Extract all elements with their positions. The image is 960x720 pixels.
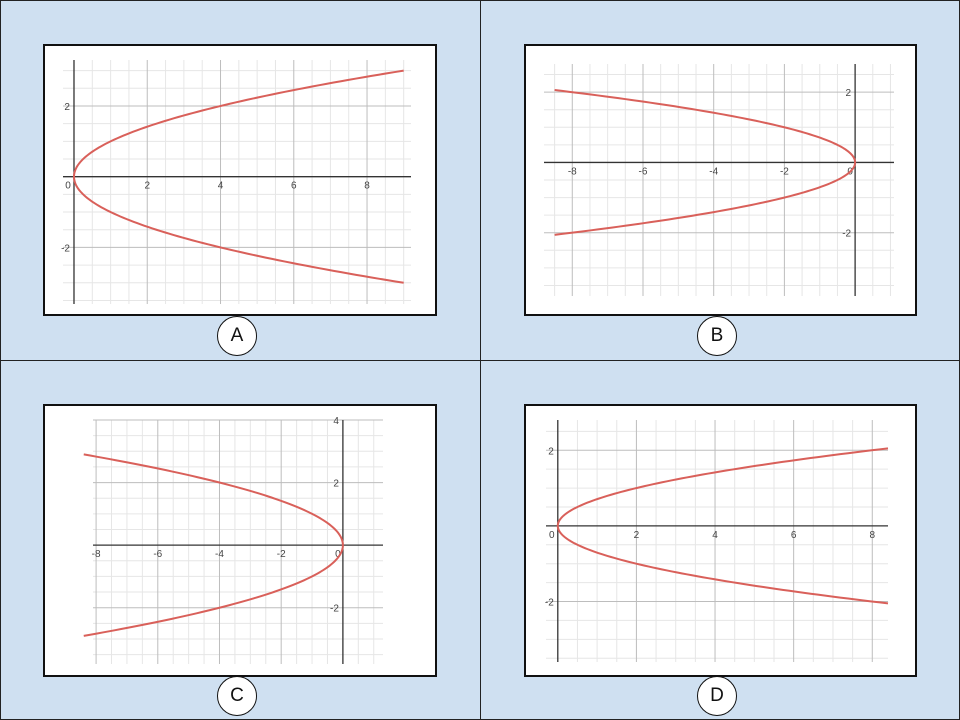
x-tick-label-b: -4 [709,166,718,177]
choice-label-d[interactable]: D [697,676,737,716]
graph-card-a: 0 2 4 6 8 2 -2 [43,44,437,316]
x-tick-label-c: -4 [215,549,224,560]
x-tick-label-c: 0 [335,549,341,560]
y-tick-label-c: -2 [330,604,339,615]
parabola-curve-c [83,453,344,637]
choice-label-b[interactable]: B [697,316,737,356]
x-tick-label-a: 4 [218,181,224,192]
y-tick-label-b: 2 [846,88,852,99]
graph-card-b: -8 -6 -4 -2 0 2 -2 [524,44,917,316]
y-tick-label-d: 2 [548,446,554,457]
graph-c: -8 -6 -4 -2 0 4 2 -2 [83,416,383,664]
x-tick-label-d: 4 [712,530,718,541]
grid-b [544,64,894,296]
x-tick-label-c: -8 [92,549,101,560]
choice-label-a[interactable]: A [217,316,257,356]
y-tick-label-c: 2 [333,479,339,490]
graph-d: 0 2 4 6 8 2 -2 [545,420,889,662]
x-tick-label-a: 8 [364,181,370,192]
graph-card-d: 0 2 4 6 8 2 -2 [524,404,917,677]
x-tick-label-b: -8 [568,166,577,177]
x-tick-label-d: 8 [869,530,875,541]
y-tick-label-c: 4 [333,416,339,427]
y-tick-label-b: -2 [842,229,851,240]
grid-d [546,420,888,662]
parabola-curve-a [72,69,404,284]
x-tick-label-b: -6 [639,166,648,177]
graph-card-c: -8 -6 -4 -2 0 4 2 -2 [43,404,437,677]
graph-a: 0 2 4 6 8 2 -2 [61,60,411,304]
x-tick-label-a: 6 [291,181,297,192]
x-tick-label-b: -2 [780,166,789,177]
x-tick-label-c: -2 [277,549,286,560]
graph-b: -8 -6 -4 -2 02-2 [544,64,894,296]
grid-a [63,60,411,304]
y-tick-label-d: -2 [545,598,554,609]
x-tick-label-d: 2 [634,530,640,541]
y-tick-label-a: 2 [64,102,70,113]
x-tick-label-a: 2 [144,181,150,192]
choice-label-c[interactable]: C [217,676,257,716]
grid-c [93,419,383,664]
x-tick-label-c: -6 [153,549,162,560]
x-tick-label-a: 0 [65,181,71,192]
parabola-curve-d [556,447,889,605]
x-tick-label-d: 0 [549,530,555,541]
y-tick-label-a: -2 [61,243,70,254]
x-tick-label-d: 6 [791,530,797,541]
parabola-curve-b [554,89,857,236]
